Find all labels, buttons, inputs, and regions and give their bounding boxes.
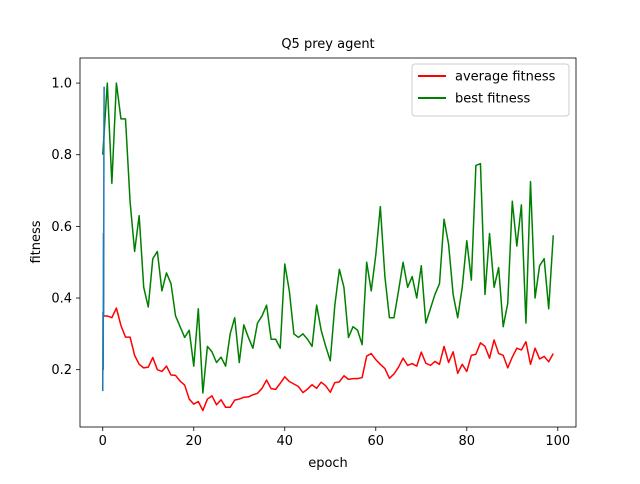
legend-label-average-fitness: average fitness — [455, 70, 556, 85]
plot-area: 0 20 40 60 80 100 0.2 0.4 0.6 0.8 1.0 — [51, 57, 577, 449]
legend-box — [411, 63, 570, 117]
x-tick-label: 60 — [368, 434, 385, 449]
plot-frame — [79, 57, 577, 428]
series-line-average-fitness — [102, 307, 554, 412]
x-tick-label: 20 — [185, 434, 202, 449]
y-tick-label: 0.6 — [51, 220, 72, 235]
x-tick-label: 100 — [545, 434, 570, 449]
y-tick-label: 1.0 — [51, 77, 72, 92]
legend: average fitness best fitness — [411, 63, 570, 117]
y-tick-label: 0.4 — [51, 292, 72, 307]
series-line-2 — [102, 86, 105, 392]
y-tick-label: 0.8 — [51, 148, 72, 163]
x-tick-label: 0 — [99, 434, 107, 449]
y-tick-label: 0.2 — [51, 363, 72, 378]
x-tick-label: 40 — [276, 434, 293, 449]
legend-label-best-fitness: best fitness — [455, 92, 531, 107]
x-axis-label: epoch — [308, 456, 348, 471]
y-axis-label: fitness — [29, 220, 44, 263]
chart-title: Q5 prey agent — [281, 37, 374, 52]
x-tick-label: 80 — [459, 434, 476, 449]
series-line-best-fitness — [102, 82, 554, 394]
